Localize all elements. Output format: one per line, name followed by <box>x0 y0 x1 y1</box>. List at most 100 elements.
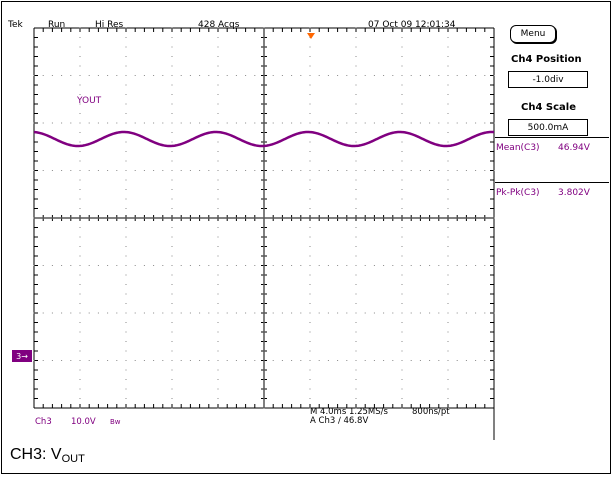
sample-rate: 800ns/pt <box>412 407 450 417</box>
grid-dot <box>263 407 265 409</box>
ch4-position-value[interactable]: -1.0div <box>508 71 588 88</box>
grid-dot <box>401 198 403 200</box>
grid-dot <box>327 312 329 314</box>
grid-dot <box>309 284 311 285</box>
grid-dot <box>355 407 357 409</box>
grid-dot <box>309 46 311 48</box>
grid-dot <box>199 217 201 219</box>
grid-dot <box>217 227 219 228</box>
grid-dot <box>318 170 320 171</box>
grid-dot <box>88 265 90 266</box>
volts-per-div: 10.0V <box>71 417 96 427</box>
grid-dot <box>125 369 127 371</box>
grid-dot <box>447 94 449 95</box>
grid-dot <box>79 189 81 190</box>
grid-dot <box>327 122 329 124</box>
grid-dot <box>355 388 357 390</box>
grid-dot <box>125 160 127 162</box>
grid-dot <box>281 122 283 124</box>
grid-dot <box>272 170 274 171</box>
grid-dot <box>153 312 155 314</box>
grid-dot <box>300 75 302 76</box>
grid-dot <box>153 75 155 76</box>
grid-dot <box>364 360 366 361</box>
grid-dot <box>447 103 449 105</box>
grid-dot <box>401 227 403 228</box>
grid-dot <box>447 312 449 314</box>
grid-dot <box>171 388 173 390</box>
grid-dot <box>438 217 440 219</box>
grid-dot <box>79 255 81 257</box>
grid-dot <box>355 56 357 57</box>
grid-dot <box>125 189 127 190</box>
grid-dot <box>355 322 357 323</box>
grid-dot <box>355 189 357 190</box>
grid-dot <box>51 170 53 171</box>
grid-dot <box>217 398 219 399</box>
grid-dot <box>125 27 127 29</box>
grid-dot <box>217 322 219 323</box>
grid-dot <box>410 265 412 266</box>
grid-dot <box>125 255 127 257</box>
grid-dot <box>70 360 72 361</box>
grid-dot <box>401 94 403 95</box>
grid-dot <box>355 103 357 105</box>
grid-dot <box>419 75 421 76</box>
grid-dot <box>401 56 403 57</box>
grid-dot <box>291 312 293 314</box>
grid-dot <box>309 227 311 228</box>
grid-dot <box>42 75 44 76</box>
grid-dot <box>309 198 311 200</box>
grid-dot <box>217 255 219 257</box>
grid-dot <box>171 113 173 114</box>
grid-dot <box>171 189 173 190</box>
grid-dot <box>484 265 486 266</box>
grid-dot <box>125 236 127 238</box>
grid-dot <box>226 265 228 266</box>
grid-dot <box>401 179 403 181</box>
grid-dot <box>171 312 173 314</box>
grid-dot <box>217 27 219 29</box>
grid-dot <box>171 303 173 304</box>
grid-dot <box>263 227 265 228</box>
grid-dot <box>125 94 127 95</box>
grid-dot <box>346 265 348 266</box>
grid-dot <box>419 122 421 124</box>
grid-dot <box>410 312 412 314</box>
menu-button[interactable]: Menu <box>510 25 556 43</box>
grid-dot <box>217 284 219 285</box>
grid-dot <box>125 312 127 314</box>
grid-dot <box>300 122 302 124</box>
ch4-scale-value[interactable]: 500.0mA <box>508 119 588 136</box>
grid-dot <box>447 27 449 29</box>
grid-dot <box>318 75 320 76</box>
grid-dot <box>346 360 348 361</box>
grid-dot <box>447 303 449 304</box>
grid-dot <box>355 331 357 333</box>
grid-dot <box>272 217 274 219</box>
grid-dot <box>116 360 118 361</box>
grid-dot <box>355 265 357 266</box>
grid-dot <box>79 407 81 409</box>
grid-dot <box>401 341 403 342</box>
grid-dot <box>309 398 311 399</box>
grid-dot <box>199 312 201 314</box>
grid-dot <box>217 46 219 48</box>
grid-dot <box>208 360 210 361</box>
grid-dot <box>70 122 72 124</box>
grid-dot <box>401 141 403 143</box>
grid-dot <box>429 265 431 266</box>
grid-dot <box>263 331 265 333</box>
grid-dot <box>208 312 210 314</box>
grid-dot <box>42 170 44 171</box>
grid-dot <box>107 122 109 124</box>
grid-dot <box>263 341 265 342</box>
grid-dot <box>125 407 127 409</box>
grid-dot <box>291 75 293 76</box>
grid-dot <box>401 151 403 152</box>
grid-dot <box>373 122 375 124</box>
grid-dot <box>401 37 403 38</box>
grid-dot <box>410 75 412 76</box>
grid-dot <box>162 265 164 266</box>
grid-dot <box>125 293 127 295</box>
